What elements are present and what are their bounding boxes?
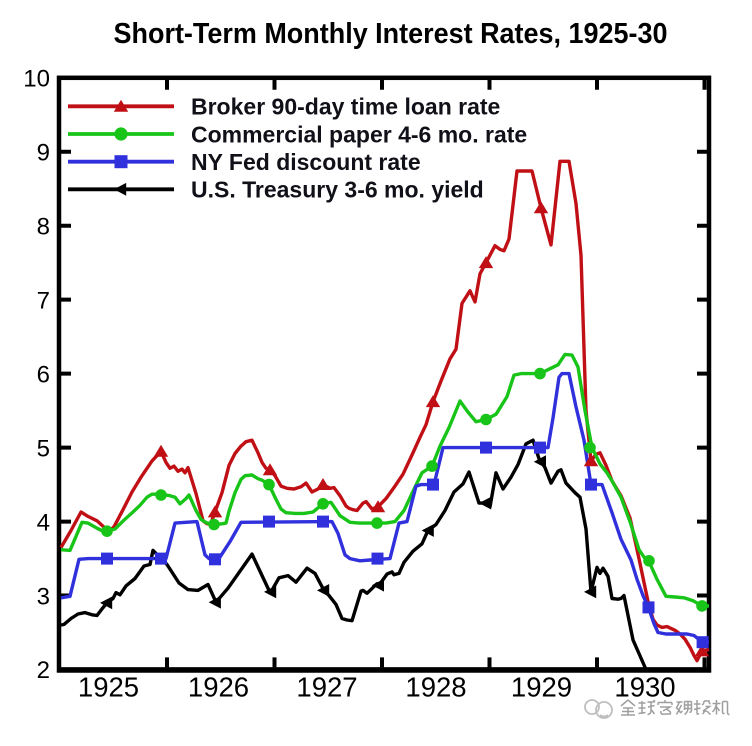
svg-text:U.S. Treasury 3-6 mo. yield: U.S. Treasury 3-6 mo. yield [191, 177, 484, 203]
svg-text:6: 6 [37, 361, 50, 388]
svg-text:1929: 1929 [511, 672, 572, 703]
svg-text:1926: 1926 [188, 672, 249, 703]
svg-text:NY Fed discount rate: NY Fed discount rate [191, 149, 421, 175]
svg-text:1930: 1930 [614, 672, 675, 703]
svg-text:8: 8 [37, 213, 50, 240]
svg-text:4: 4 [37, 509, 50, 536]
svg-text:9: 9 [37, 139, 50, 166]
svg-text:7: 7 [37, 287, 50, 314]
svg-text:1928: 1928 [405, 672, 466, 703]
svg-text:2: 2 [37, 657, 50, 684]
svg-text:3: 3 [37, 583, 50, 610]
svg-text:5: 5 [37, 435, 50, 462]
svg-text:Broker 90-day time loan rate: Broker 90-day time loan rate [191, 94, 500, 120]
svg-text:Commercial paper 4-6 mo. rate: Commercial paper 4-6 mo. rate [191, 121, 527, 147]
svg-text:1927: 1927 [296, 672, 357, 703]
svg-text:Short-Term Monthly Interest Ra: Short-Term Monthly Interest Rates, 1925-… [114, 17, 668, 49]
svg-text:1925: 1925 [78, 672, 139, 703]
svg-text:10: 10 [23, 66, 50, 93]
